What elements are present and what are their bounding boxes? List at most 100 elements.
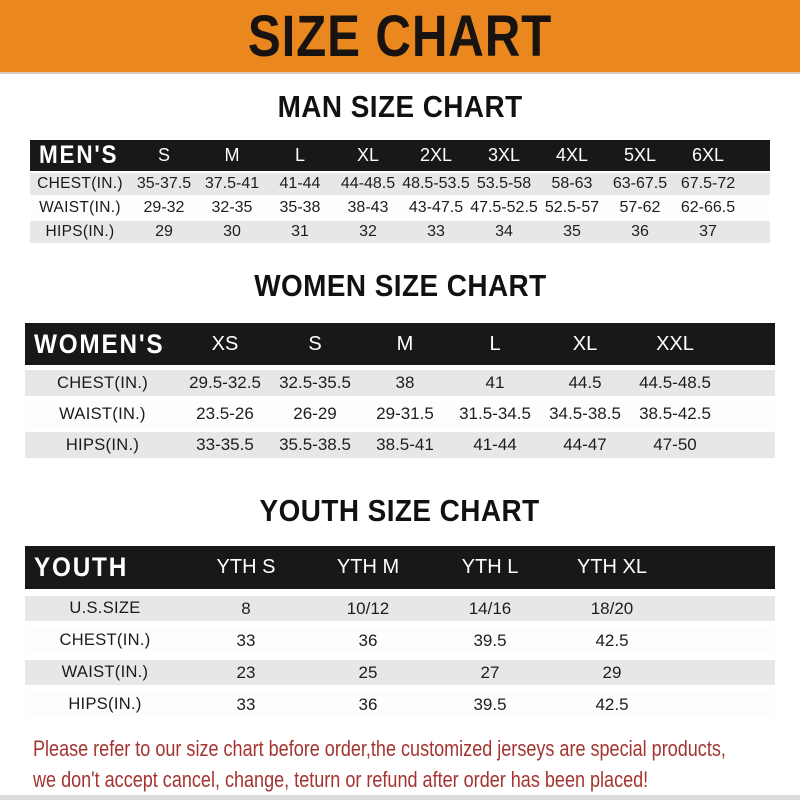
section-women: WOMEN SIZE CHART WOMEN'S XS S M L XL XXL… [0,269,800,458]
size-cell: 37.5-41 [204,175,260,192]
size-cell: 29 [155,223,173,240]
youth-size-table: YOUTH YTH S YTH M YTH L YTH XL U.S.SIZE … [25,546,775,717]
order-notice-line-1: Please refer to our size chart before or… [33,736,726,761]
size-cell: 10/12 [346,598,390,618]
men-section-heading-text: MAN SIZE CHART [277,89,523,124]
size-cell: 18/20 [590,598,634,618]
section-youth: YOUTH SIZE CHART YOUTH YTH S YTH M YTH L… [0,494,800,717]
size-cell: 41 [485,373,505,392]
youth-section-heading-text: YOUTH SIZE CHART [259,493,541,528]
size-cell: 14/16 [468,598,512,618]
size-cell: 27 [480,662,500,682]
size-cell: 39.5 [473,630,507,650]
women-col-header-xl: XL [572,332,598,355]
size-chart-banner: SIZE CHART [0,0,800,74]
women-table-title: WOMEN'S [34,328,165,359]
men-col-header-2xl: 2XL [419,145,453,165]
size-cell: 31 [291,223,309,240]
youth-table-header-row: YOUTH YTH S YTH M YTH L YTH XL [25,546,775,589]
section-men: MAN SIZE CHART MEN'S S M L XL 2XL 3XL 4X… [0,90,800,243]
size-cell: 41-44 [473,435,517,454]
size-cell: 38-43 [347,199,389,216]
men-table-title: MEN'S [39,141,119,169]
size-cell: 29-31.5 [376,404,434,423]
youth-ussize-row-label: U.S.SIZE [69,599,141,617]
youth-ussize-row: U.S.SIZE 8 10/12 14/16 18/20 [25,596,775,621]
size-cell: 44-47 [563,435,607,454]
women-waist-row-label: WAIST(IN.) [59,404,146,423]
women-col-header-l: L [489,332,501,355]
size-cell: 62-66.5 [680,199,736,216]
youth-col-header-l: YTH L [461,556,519,578]
youth-col-header-xl: YTH XL [576,556,648,578]
size-cell: 31.5-34.5 [459,404,531,423]
women-size-table: WOMEN'S XS S M L XL XXL CHEST(IN.) 29.5-… [25,323,775,458]
size-cell: 44-48.5 [340,175,396,192]
men-col-header-m: M [224,145,240,165]
size-cell: 39.5 [473,694,507,714]
size-cell: 58-63 [551,175,593,192]
bottom-edge-strip [0,795,800,800]
women-col-header-xs: XS [211,332,239,355]
size-cell: 38.5-41 [376,435,434,454]
size-cell: 8 [241,598,251,618]
order-notice: Please refer to our size chart before or… [33,733,800,795]
size-cell: 34 [495,223,513,240]
size-cell: 52.5-57 [544,199,600,216]
size-cell: 35 [563,223,581,240]
size-cell: 44.5-48.5 [639,373,711,392]
youth-section-heading: YOUTH SIZE CHART [0,494,800,528]
men-waist-row-label: WAIST(IN.) [39,199,121,216]
size-cell: 25 [358,662,378,682]
size-cell: 36 [358,694,378,714]
size-cell: 29-32 [143,199,185,216]
size-cell: 43-47.5 [408,199,464,216]
size-cell: 42.5 [595,694,629,714]
women-col-header-s: S [308,332,322,355]
size-cell: 34.5-38.5 [549,404,621,423]
size-cell: 35-38 [279,199,321,216]
size-cell: 32-35 [211,199,253,216]
size-cell: 44.5 [568,373,602,392]
size-cell: 32 [359,223,377,240]
men-waist-row: WAIST(IN.) 29-32 32-35 35-38 38-43 43-47… [30,197,770,219]
youth-waist-row: WAIST(IN.) 23 25 27 29 [25,660,775,685]
women-waist-row: WAIST(IN.) 23.5-26 26-29 29-31.5 31.5-34… [25,401,775,427]
size-cell: 29 [602,662,622,682]
men-col-header-l: L [294,145,305,165]
size-cell: 36 [358,630,378,650]
youth-hips-row-label: HIPS(IN.) [68,695,142,713]
size-cell: 30 [223,223,241,240]
men-table-header-row: MEN'S S M L XL 2XL 3XL 4XL 5XL 6XL [30,140,770,171]
men-col-header-4xl: 4XL [555,145,589,165]
youth-chest-row: CHEST(IN.) 33 36 39.5 42.5 [25,628,775,653]
size-cell: 37 [699,223,717,240]
women-table-header-row: WOMEN'S XS S M L XL XXL [25,323,775,365]
size-cell: 36 [631,223,649,240]
youth-waist-row-label: WAIST(IN.) [61,663,149,681]
order-notice-line-2: we don't accept cancel, change, teturn o… [33,767,649,792]
women-hips-row: HIPS(IN.) 33-35.5 35.5-38.5 38.5-41 41-4… [25,432,775,458]
size-cell: 26-29 [293,404,337,423]
men-hips-row: HIPS(IN.) 29 30 31 32 33 34 35 36 37 [30,221,770,243]
size-cell: 23 [236,662,256,682]
size-cell: 35-37.5 [136,175,192,192]
men-chest-row: CHEST(IN.) 35-37.5 37.5-41 41-44 44-48.5… [30,173,770,195]
size-cell: 67.5-72 [680,175,736,192]
size-cell: 47-50 [653,435,697,454]
women-col-header-m: M [396,332,414,355]
size-cell: 41-44 [279,175,321,192]
size-cell: 48.5-53.5 [402,175,470,192]
men-col-header-5xl: 5XL [623,145,657,165]
youth-col-header-s: YTH S [216,556,276,578]
youth-chest-row-label: CHEST(IN.) [59,631,151,649]
men-chest-row-label: CHEST(IN.) [37,175,123,192]
size-cell: 33-35.5 [196,435,254,454]
size-cell: 23.5-26 [196,404,254,423]
men-section-heading: MAN SIZE CHART [0,90,800,124]
size-cell: 42.5 [595,630,629,650]
women-hips-row-label: HIPS(IN.) [65,435,140,454]
men-col-header-3xl: 3XL [487,145,521,165]
women-section-heading-text: WOMEN SIZE CHART [253,268,547,303]
men-col-header-s: S [157,145,170,165]
